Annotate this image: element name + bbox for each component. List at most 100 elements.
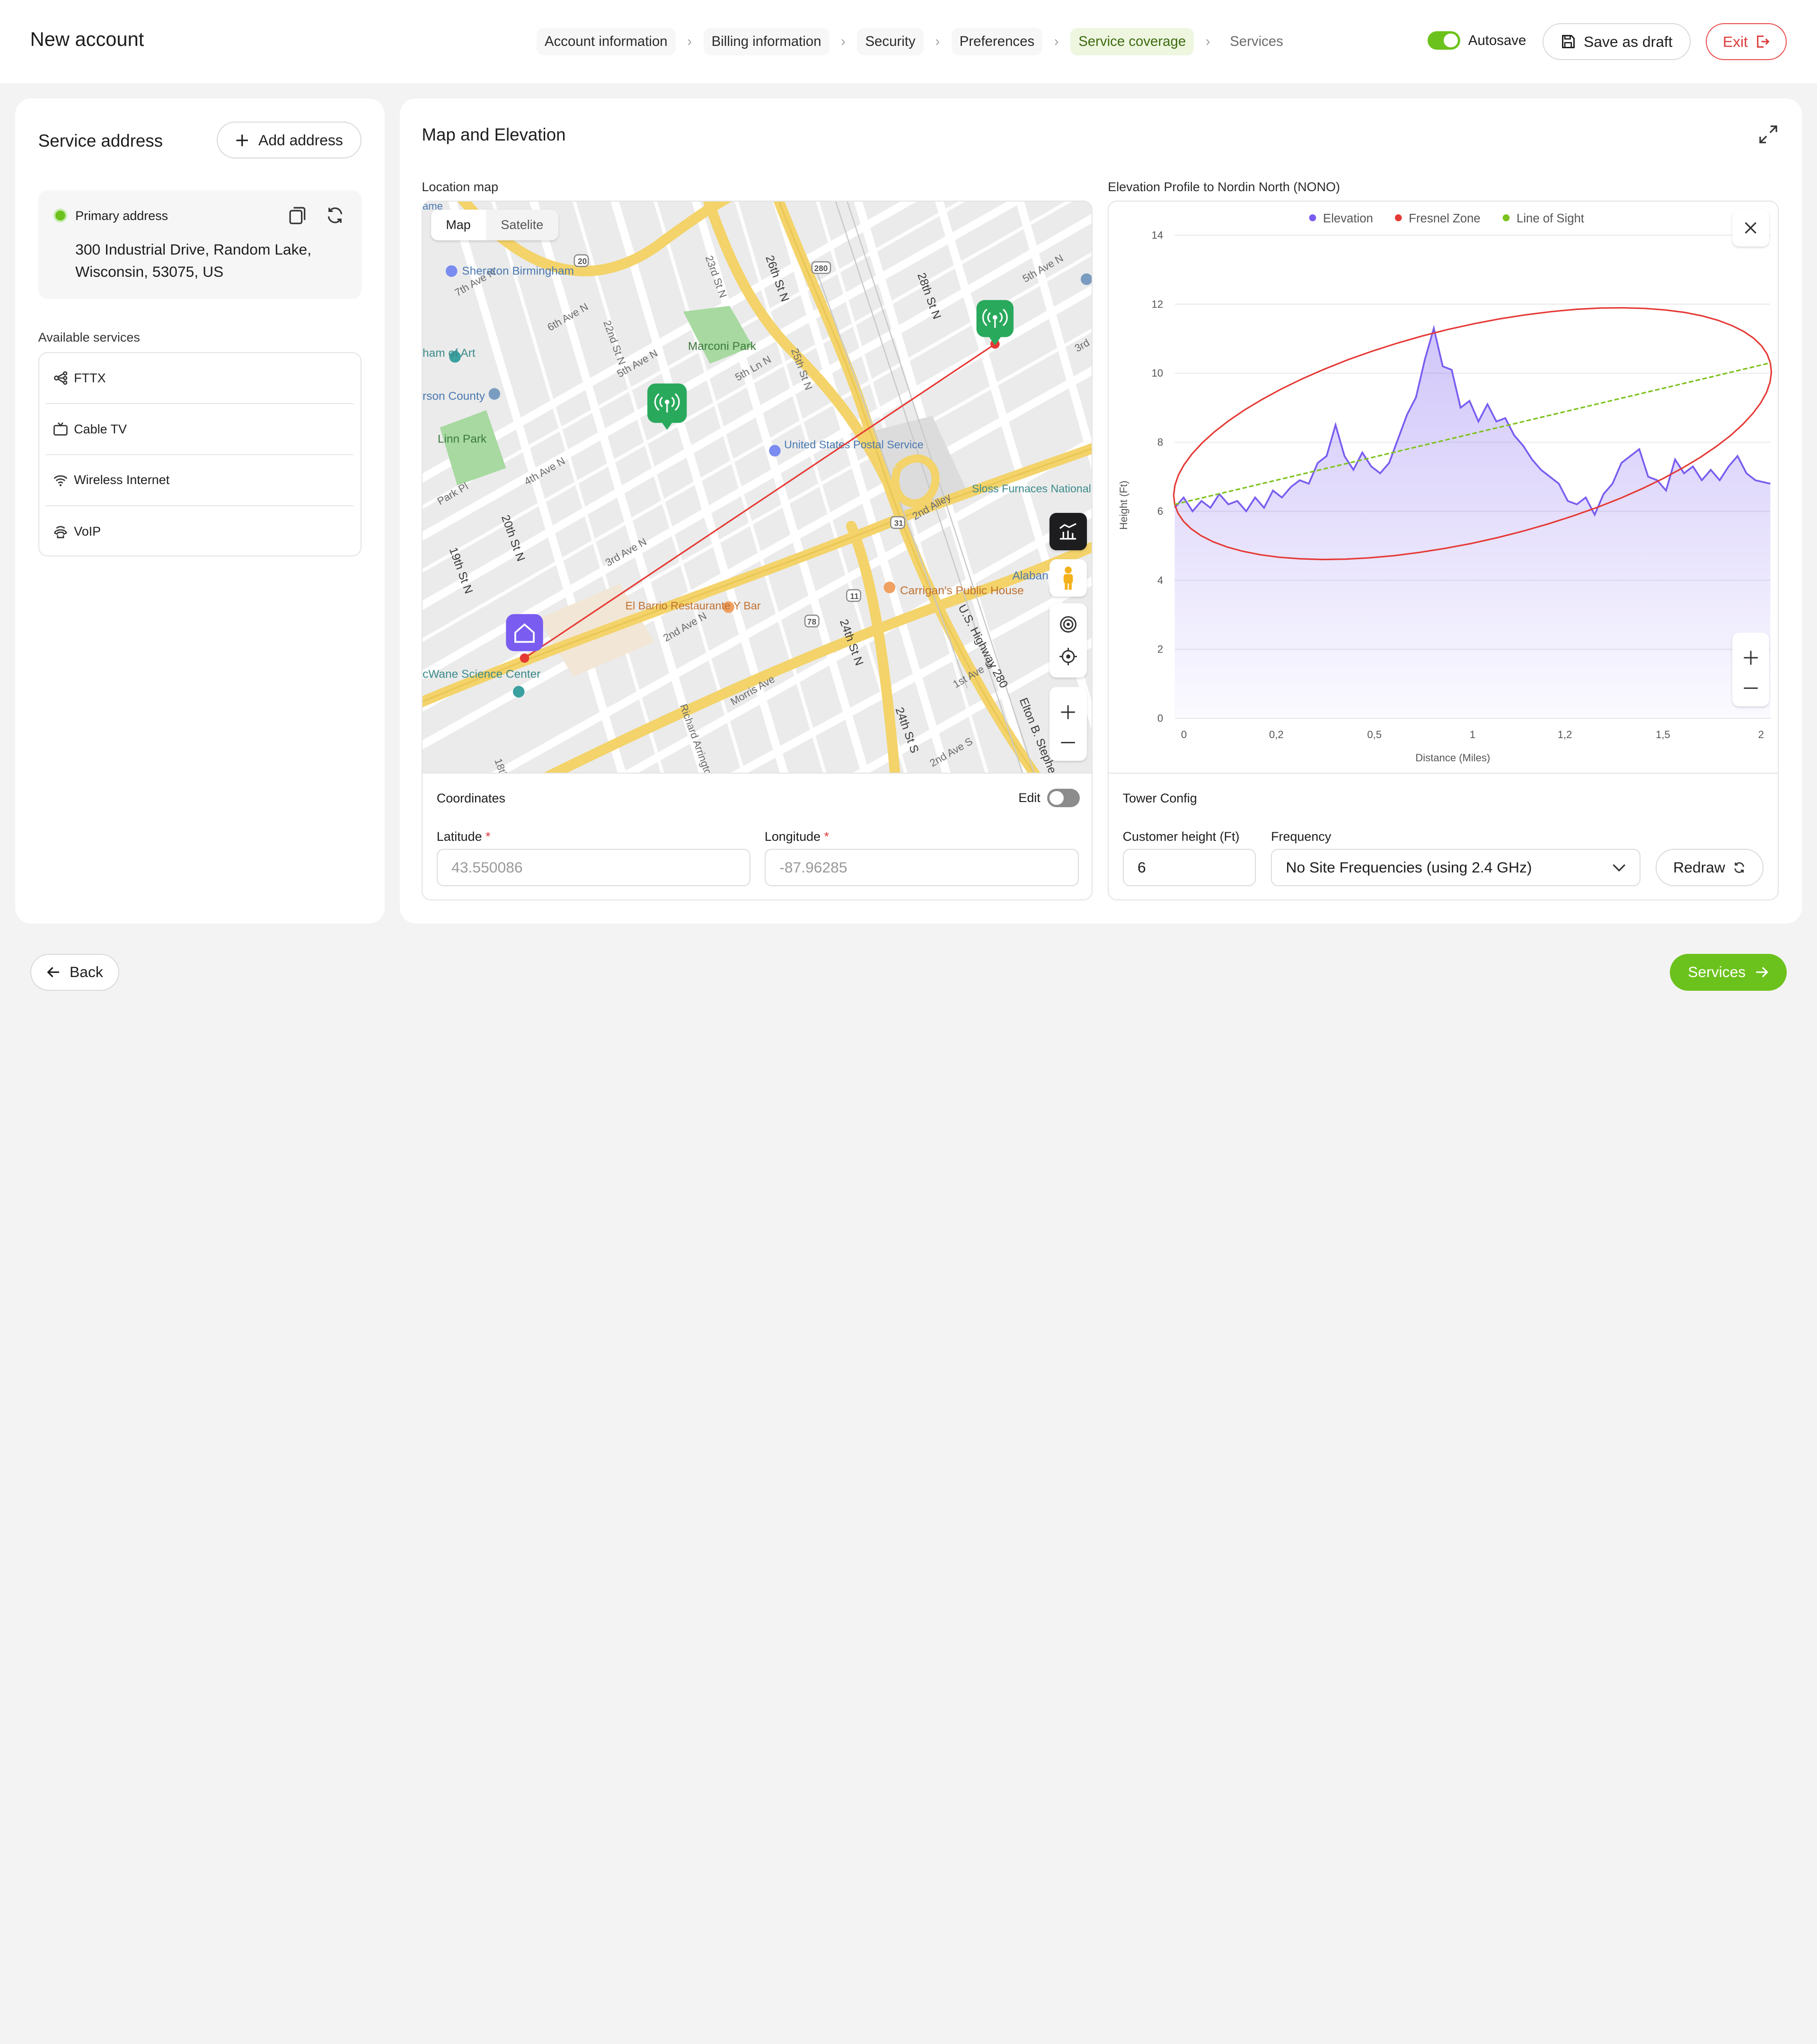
- tower-config-title: Tower Config: [1122, 791, 1197, 805]
- copy-icon[interactable]: [287, 205, 308, 226]
- redraw-label: Redraw: [1673, 858, 1725, 876]
- frequency-label: Frequency: [1271, 829, 1332, 844]
- frequency-value: No Site Frequencies (using 2.4 GHz): [1286, 858, 1532, 876]
- x-tick-label: 0,2: [1269, 729, 1284, 740]
- exit-icon: [1756, 35, 1770, 48]
- service-item-voip[interactable]: VoIP: [46, 506, 353, 557]
- highway-shield: 31: [894, 518, 904, 528]
- chevron-right-icon: ›: [1205, 34, 1210, 50]
- autosave-toggle[interactable]: [1428, 31, 1460, 50]
- legend-label[interactable]: Fresnel Zone: [1409, 212, 1481, 225]
- y-tick-label: 10: [1152, 367, 1164, 379]
- autosave-label: Autosave: [1468, 32, 1526, 48]
- back-button[interactable]: Back: [30, 953, 120, 991]
- breadcrumb-item[interactable]: Service coverage: [1070, 27, 1194, 56]
- primary-address-text: 300 Industrial Drive, Random Lake, Wisco…: [75, 241, 312, 280]
- arrow-right-icon: [1756, 967, 1768, 978]
- zoom-in-icon[interactable]: [1743, 650, 1759, 666]
- marconi-park-area: [683, 306, 753, 364]
- edit-coordinates-control[interactable]: Edit: [1018, 788, 1080, 807]
- elevation-chart-icon: [1059, 523, 1077, 539]
- elevation-profile-toggle[interactable]: [1050, 513, 1087, 550]
- edit-label: Edit: [1018, 790, 1041, 805]
- top-header: New account Account information › Billing …: [0, 0, 1817, 84]
- redraw-button[interactable]: Redraw: [1656, 849, 1764, 886]
- elevation-line: [1174, 325, 1771, 517]
- legend-label[interactable]: Elevation: [1323, 212, 1373, 225]
- status-dot: [53, 208, 67, 223]
- map-type-tabs: Map Satelite: [431, 209, 559, 241]
- y-axis-label: Height (Ft): [1118, 480, 1129, 529]
- zoom-in-icon[interactable]: [1060, 704, 1076, 720]
- legend-label[interactable]: Line of Sight: [1517, 212, 1584, 225]
- home-marker-icon[interactable]: [506, 614, 544, 651]
- service-label: Wireless Internet: [74, 473, 170, 487]
- place-label: United States Postal Service: [784, 438, 924, 450]
- autosave-control[interactable]: Autosave: [1428, 31, 1526, 50]
- voip-icon: [54, 526, 67, 538]
- wifi-icon: [53, 475, 68, 486]
- refresh-icon: [1734, 862, 1744, 873]
- available-services-label: Available services: [38, 330, 140, 344]
- tab-map[interactable]: Map: [446, 217, 471, 232]
- tab-satellite[interactable]: Satelite: [485, 209, 559, 241]
- service-item-cable-tv[interactable]: Cable TV: [46, 404, 354, 455]
- elevation-area: [1174, 328, 1771, 718]
- tower-marker-icon[interactable]: [647, 383, 687, 430]
- customer-height-input[interactable]: [1122, 849, 1256, 886]
- x-tick-label: 0: [1181, 729, 1187, 740]
- primary-address-card[interactable]: Primary address 300 Industrial Drive, Ra…: [38, 190, 362, 299]
- map-elevation-title: Map and Elevation: [422, 125, 566, 145]
- close-chart-button[interactable]: [1732, 209, 1770, 247]
- breadcrumb-item[interactable]: Preferences: [951, 27, 1043, 56]
- location-map[interactable]: 7th Ave N 6th Ave N 5th Ave N 4th Ave N …: [423, 201, 1093, 773]
- address-actions: [287, 205, 345, 226]
- service-address-panel: Service address Add address Primary addr…: [15, 98, 385, 924]
- place-label: Carrigan's Public House: [900, 584, 1024, 597]
- save-draft-label: Save as draft: [1584, 33, 1673, 50]
- zoom-out-icon[interactable]: [1743, 687, 1759, 689]
- breadcrumb-item[interactable]: Billing information: [703, 27, 829, 56]
- highway-shield: 20: [578, 256, 587, 266]
- line-of-sight: [1174, 362, 1771, 505]
- add-address-label: Add address: [258, 131, 343, 149]
- map-canvas[interactable]: 7th Ave N 6th Ave N 5th Ave N 4th Ave N …: [423, 201, 1093, 773]
- edit-toggle[interactable]: [1047, 788, 1080, 807]
- service-item-fttx[interactable]: FTTX: [46, 353, 354, 405]
- exit-button[interactable]: Exit: [1705, 23, 1787, 61]
- save-draft-button[interactable]: Save as draft: [1542, 23, 1691, 61]
- expand-icon[interactable]: [1758, 124, 1779, 145]
- x-tick-label: 0,5: [1367, 729, 1382, 740]
- legend-marker: [1502, 214, 1510, 221]
- place-label: El Barrio Restaurante Y Bar: [626, 599, 761, 612]
- y-tick-label: 14: [1152, 229, 1164, 241]
- place-label: Alaban: [1013, 569, 1049, 582]
- location-map-box: 7th Ave N 6th Ave N 5th Ave N 4th Ave N …: [422, 200, 1093, 900]
- tower-config-section: Tower Config Customer height (Ft) Freque…: [1109, 773, 1778, 899]
- target-icon[interactable]: [1059, 615, 1077, 634]
- linn-park-area: [440, 410, 506, 485]
- next-services-button[interactable]: Services: [1670, 953, 1787, 991]
- pegman-icon: [1063, 566, 1073, 590]
- chevron-right-icon: ›: [841, 34, 846, 50]
- latitude-input[interactable]: [436, 849, 751, 886]
- place-label: ham of Art: [423, 347, 476, 360]
- highway-shield: 78: [807, 617, 816, 626]
- add-address-button[interactable]: Add address: [216, 122, 362, 159]
- breadcrumb-item[interactable]: Services: [1230, 34, 1283, 50]
- tower-marker-icon[interactable]: [977, 300, 1014, 345]
- breadcrumb-item[interactable]: Account information: [536, 27, 676, 56]
- street-view-button[interactable]: [1050, 559, 1087, 597]
- locate-icon[interactable]: [1059, 647, 1077, 666]
- longitude-input[interactable]: [764, 849, 1079, 886]
- refresh-icon[interactable]: [325, 205, 345, 226]
- frequency-select[interactable]: No Site Frequencies (using 2.4 GHz): [1271, 849, 1641, 886]
- zoom-out-icon[interactable]: [1060, 741, 1076, 744]
- breadcrumb-item[interactable]: Security: [857, 27, 924, 56]
- service-label: FTTX: [74, 370, 106, 385]
- back-label: Back: [70, 963, 103, 981]
- legend-marker: [1395, 214, 1402, 221]
- service-item-wireless[interactable]: Wireless Internet: [46, 455, 354, 506]
- primary-address-label: Primary address: [75, 208, 168, 223]
